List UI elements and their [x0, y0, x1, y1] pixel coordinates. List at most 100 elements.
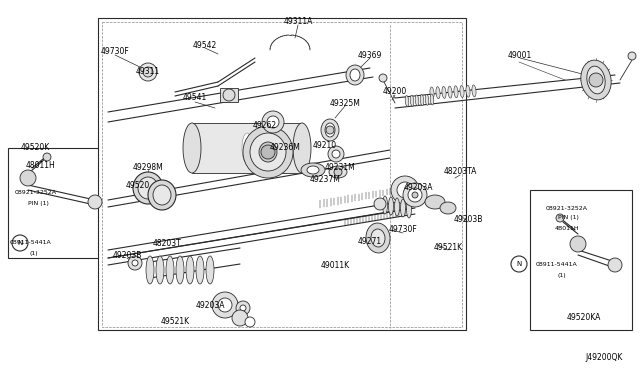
Ellipse shape [138, 177, 158, 199]
Ellipse shape [420, 94, 424, 106]
Circle shape [589, 73, 603, 87]
Text: 49520KA: 49520KA [567, 314, 601, 323]
Circle shape [628, 52, 636, 60]
Text: 49542: 49542 [193, 41, 217, 49]
Ellipse shape [262, 111, 284, 133]
Ellipse shape [328, 146, 344, 162]
Text: 49521K: 49521K [433, 244, 463, 253]
Text: 49262: 49262 [253, 122, 277, 131]
Circle shape [408, 188, 422, 202]
Text: 08911-5441A: 08911-5441A [9, 241, 51, 246]
Circle shape [511, 256, 527, 272]
Text: 49520: 49520 [126, 180, 150, 189]
Circle shape [212, 292, 238, 318]
Circle shape [391, 176, 419, 204]
Ellipse shape [307, 166, 319, 174]
Text: 49369: 49369 [358, 51, 382, 60]
Ellipse shape [394, 198, 399, 216]
Ellipse shape [196, 256, 204, 284]
Circle shape [570, 236, 586, 252]
Circle shape [412, 192, 418, 198]
Bar [220, 88, 238, 102]
Ellipse shape [346, 65, 364, 85]
Ellipse shape [430, 87, 434, 99]
Ellipse shape [430, 94, 434, 105]
Circle shape [218, 298, 232, 312]
Text: 49210: 49210 [313, 141, 337, 150]
Ellipse shape [332, 150, 340, 158]
Ellipse shape [183, 123, 201, 173]
Ellipse shape [329, 166, 347, 178]
Text: J49200QK: J49200QK [586, 353, 623, 362]
Circle shape [20, 170, 36, 186]
Text: 49521K: 49521K [161, 317, 189, 326]
Ellipse shape [410, 95, 414, 106]
Text: 49311: 49311 [136, 67, 160, 77]
Text: 49520K: 49520K [20, 144, 50, 153]
Circle shape [397, 182, 413, 198]
Circle shape [326, 126, 334, 134]
Circle shape [374, 198, 386, 210]
Text: 49311A: 49311A [284, 17, 313, 26]
Ellipse shape [460, 86, 464, 97]
Circle shape [43, 153, 51, 161]
Ellipse shape [442, 86, 446, 98]
Ellipse shape [425, 195, 445, 209]
Text: 49001: 49001 [508, 51, 532, 60]
Circle shape [223, 89, 235, 101]
Ellipse shape [436, 87, 440, 99]
Ellipse shape [401, 199, 406, 217]
Text: 49203B: 49203B [112, 250, 141, 260]
Ellipse shape [148, 180, 176, 210]
Text: 08911-5441A: 08911-5441A [536, 263, 578, 267]
Circle shape [261, 145, 275, 159]
Circle shape [128, 256, 142, 270]
Text: N: N [17, 240, 22, 246]
Ellipse shape [466, 85, 470, 97]
Circle shape [12, 235, 28, 251]
Bar [8, 148, 113, 258]
Ellipse shape [371, 229, 385, 247]
Ellipse shape [242, 133, 252, 163]
Bar [102, 22, 462, 327]
Circle shape [379, 74, 387, 82]
Circle shape [143, 67, 153, 77]
Ellipse shape [301, 163, 325, 177]
Ellipse shape [366, 223, 390, 253]
Ellipse shape [383, 196, 387, 214]
Text: 48203TA: 48203TA [444, 167, 477, 176]
Ellipse shape [388, 197, 394, 215]
Circle shape [232, 310, 248, 326]
Circle shape [236, 301, 250, 315]
Ellipse shape [415, 95, 419, 106]
Ellipse shape [146, 256, 154, 284]
Ellipse shape [581, 60, 611, 100]
Text: 49730F: 49730F [388, 225, 417, 234]
Circle shape [139, 63, 157, 81]
Ellipse shape [153, 185, 171, 205]
Ellipse shape [448, 86, 452, 98]
Ellipse shape [243, 126, 293, 178]
Text: PIN (1): PIN (1) [557, 215, 579, 221]
Ellipse shape [350, 69, 360, 81]
Ellipse shape [267, 116, 279, 128]
Ellipse shape [186, 256, 194, 284]
Ellipse shape [166, 256, 174, 284]
Text: N: N [516, 261, 522, 267]
Text: (1): (1) [29, 250, 38, 256]
Ellipse shape [440, 202, 456, 214]
Ellipse shape [206, 256, 214, 284]
Text: 49200: 49200 [383, 87, 407, 96]
Text: 49271: 49271 [358, 237, 382, 247]
Ellipse shape [156, 256, 164, 284]
Text: 49203A: 49203A [195, 301, 225, 310]
Circle shape [245, 317, 255, 327]
Bar [98, 18, 466, 330]
Text: 08921-3252A: 08921-3252A [15, 190, 57, 196]
Ellipse shape [325, 123, 335, 137]
Text: PIN (1): PIN (1) [28, 201, 49, 205]
Text: 49730F: 49730F [100, 48, 129, 57]
Ellipse shape [321, 119, 339, 141]
Circle shape [403, 183, 427, 207]
Ellipse shape [587, 66, 605, 94]
